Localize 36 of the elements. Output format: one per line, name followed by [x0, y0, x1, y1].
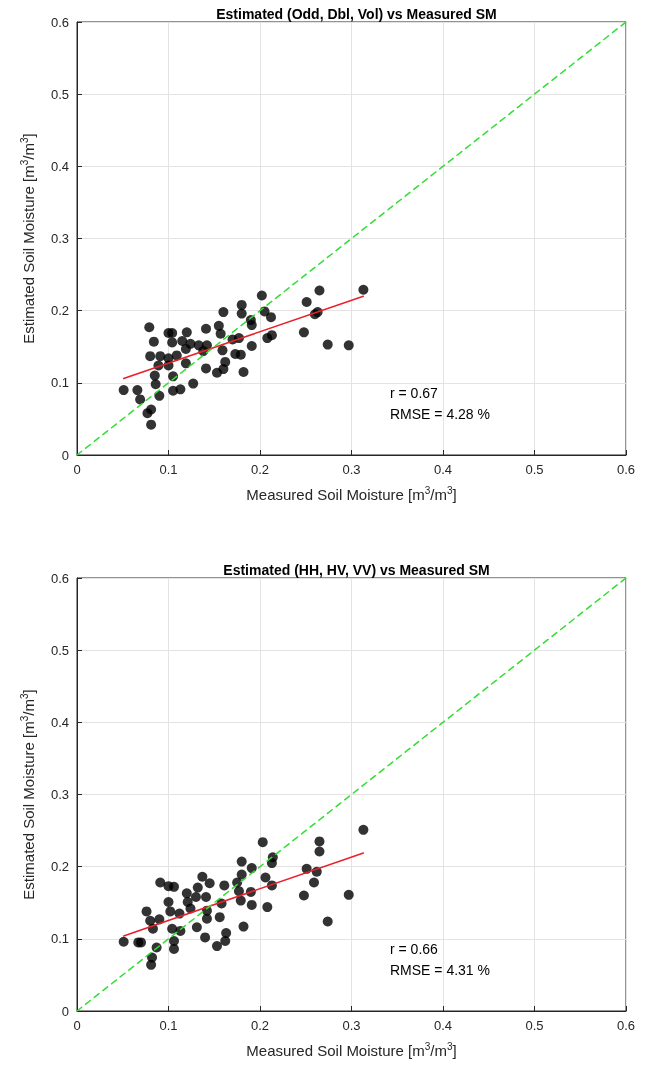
y-tick-label: 0.1: [50, 375, 69, 391]
x-tick-label: 0.2: [250, 462, 270, 477]
x-tick-label: 0.1: [159, 462, 178, 477]
y-tick-label: 0.5: [50, 86, 69, 102]
y-tick-label: 0.1: [50, 931, 69, 947]
x-tick-label: 0.2: [250, 1018, 270, 1033]
x-tick-label: 0.4: [433, 462, 453, 477]
chart-title: Estimated (Odd, Dbl, Vol) vs Measured SM: [216, 6, 497, 22]
y-tick-label: 0.3: [50, 231, 69, 246]
y-tick-label: 0.2: [50, 859, 69, 875]
annotation: r = 0.67: [390, 385, 439, 401]
annotation: RMSE = 4.31 %: [390, 962, 490, 978]
x-tick-label: 0.3: [342, 462, 361, 477]
y-axis-title: Estimated Soil Moisture [m3/m3]: [18, 133, 37, 344]
y-tick-label: 0: [61, 447, 69, 463]
x-tick-label: 0.6: [616, 462, 636, 477]
y-axis-title: Estimated Soil Moisture [m3/m3]: [18, 689, 37, 900]
x-tick-label: 0.1: [159, 1018, 178, 1033]
x-tick-label: 0.6: [616, 1018, 636, 1033]
x-tick-label: 0.3: [342, 1018, 361, 1033]
x-tick-label: 0.5: [525, 462, 544, 477]
y-tick-label: 0.2: [50, 303, 69, 319]
annotation: RMSE = 4.28 %: [390, 406, 490, 422]
x-tick-label: 0: [73, 1018, 81, 1033]
y-tick-label: 0.5: [50, 642, 69, 658]
y-tick-label: 0.4: [50, 714, 69, 730]
y-tick-label: 0.6: [50, 14, 69, 30]
chart-title: Estimated (HH, HV, VV) vs Measured SM: [223, 562, 490, 578]
x-tick-label: 0: [73, 462, 81, 477]
x-tick-label: 0.5: [525, 1018, 544, 1033]
y-tick-label: 0.4: [50, 158, 69, 174]
y-tick-label: 0.3: [50, 787, 69, 802]
y-tick-label: 0: [61, 1003, 69, 1019]
x-tick-label: 0.4: [433, 1018, 453, 1033]
annotation: r = 0.66: [390, 941, 439, 957]
y-tick-label: 0.6: [50, 570, 69, 586]
